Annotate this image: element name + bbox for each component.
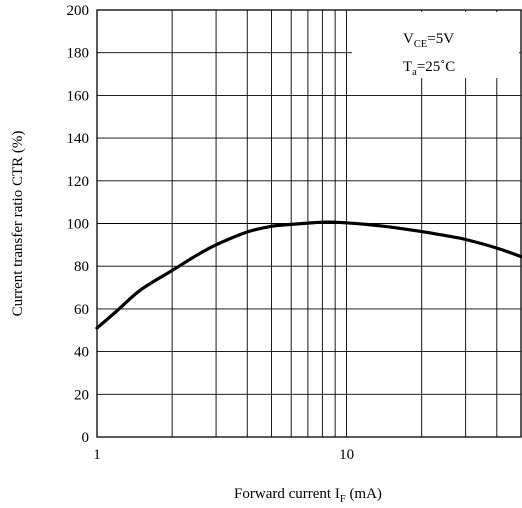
- series-line: [95, 220, 522, 330]
- y-tick-label: 140: [67, 131, 90, 147]
- y-tick-labels: 0 20 40 60 80 100 120 140 160 180 200: [67, 3, 90, 446]
- y-tick-label: 200: [67, 3, 90, 19]
- y-tick-label: 40: [74, 345, 89, 361]
- y-tick-label: 100: [67, 217, 90, 233]
- plot-frame: [96, 9, 522, 438]
- y-tick-label: 160: [67, 88, 90, 104]
- condition-ta: Ta=25˚C: [403, 59, 455, 78]
- conditions-box: VCE=5V Ta=25˚C: [352, 12, 519, 78]
- x-axis-title: Forward current IF (mA): [234, 486, 382, 505]
- y-tick-label: 60: [74, 302, 89, 318]
- x-title-main: Forward current I: [234, 486, 340, 502]
- condition-subscript: a: [412, 67, 417, 78]
- y-axis-title: Current transfer ratio CTR (%): [10, 131, 26, 317]
- y-tick-label: 20: [74, 387, 89, 403]
- y-tick-label: 0: [82, 430, 90, 446]
- y-tick-label: 120: [67, 174, 90, 190]
- condition-value: =25˚C: [417, 59, 455, 75]
- y-tick-label: 180: [67, 46, 90, 62]
- condition-symbol: V: [403, 31, 414, 47]
- y-tick-label: 80: [74, 259, 89, 275]
- x-tick-label: 1: [93, 447, 101, 463]
- x-tick-label: 10: [339, 447, 354, 463]
- condition-subscript: CE: [414, 39, 427, 50]
- x-title-unit: (mA): [346, 486, 382, 502]
- conditions-background: [352, 12, 519, 78]
- x-title-subscript: F: [340, 494, 346, 505]
- x-tick-labels: 1 10: [93, 447, 354, 463]
- condition-symbol: T: [403, 59, 412, 75]
- condition-vce: VCE=5V: [403, 31, 454, 50]
- condition-value: =5V: [427, 31, 454, 47]
